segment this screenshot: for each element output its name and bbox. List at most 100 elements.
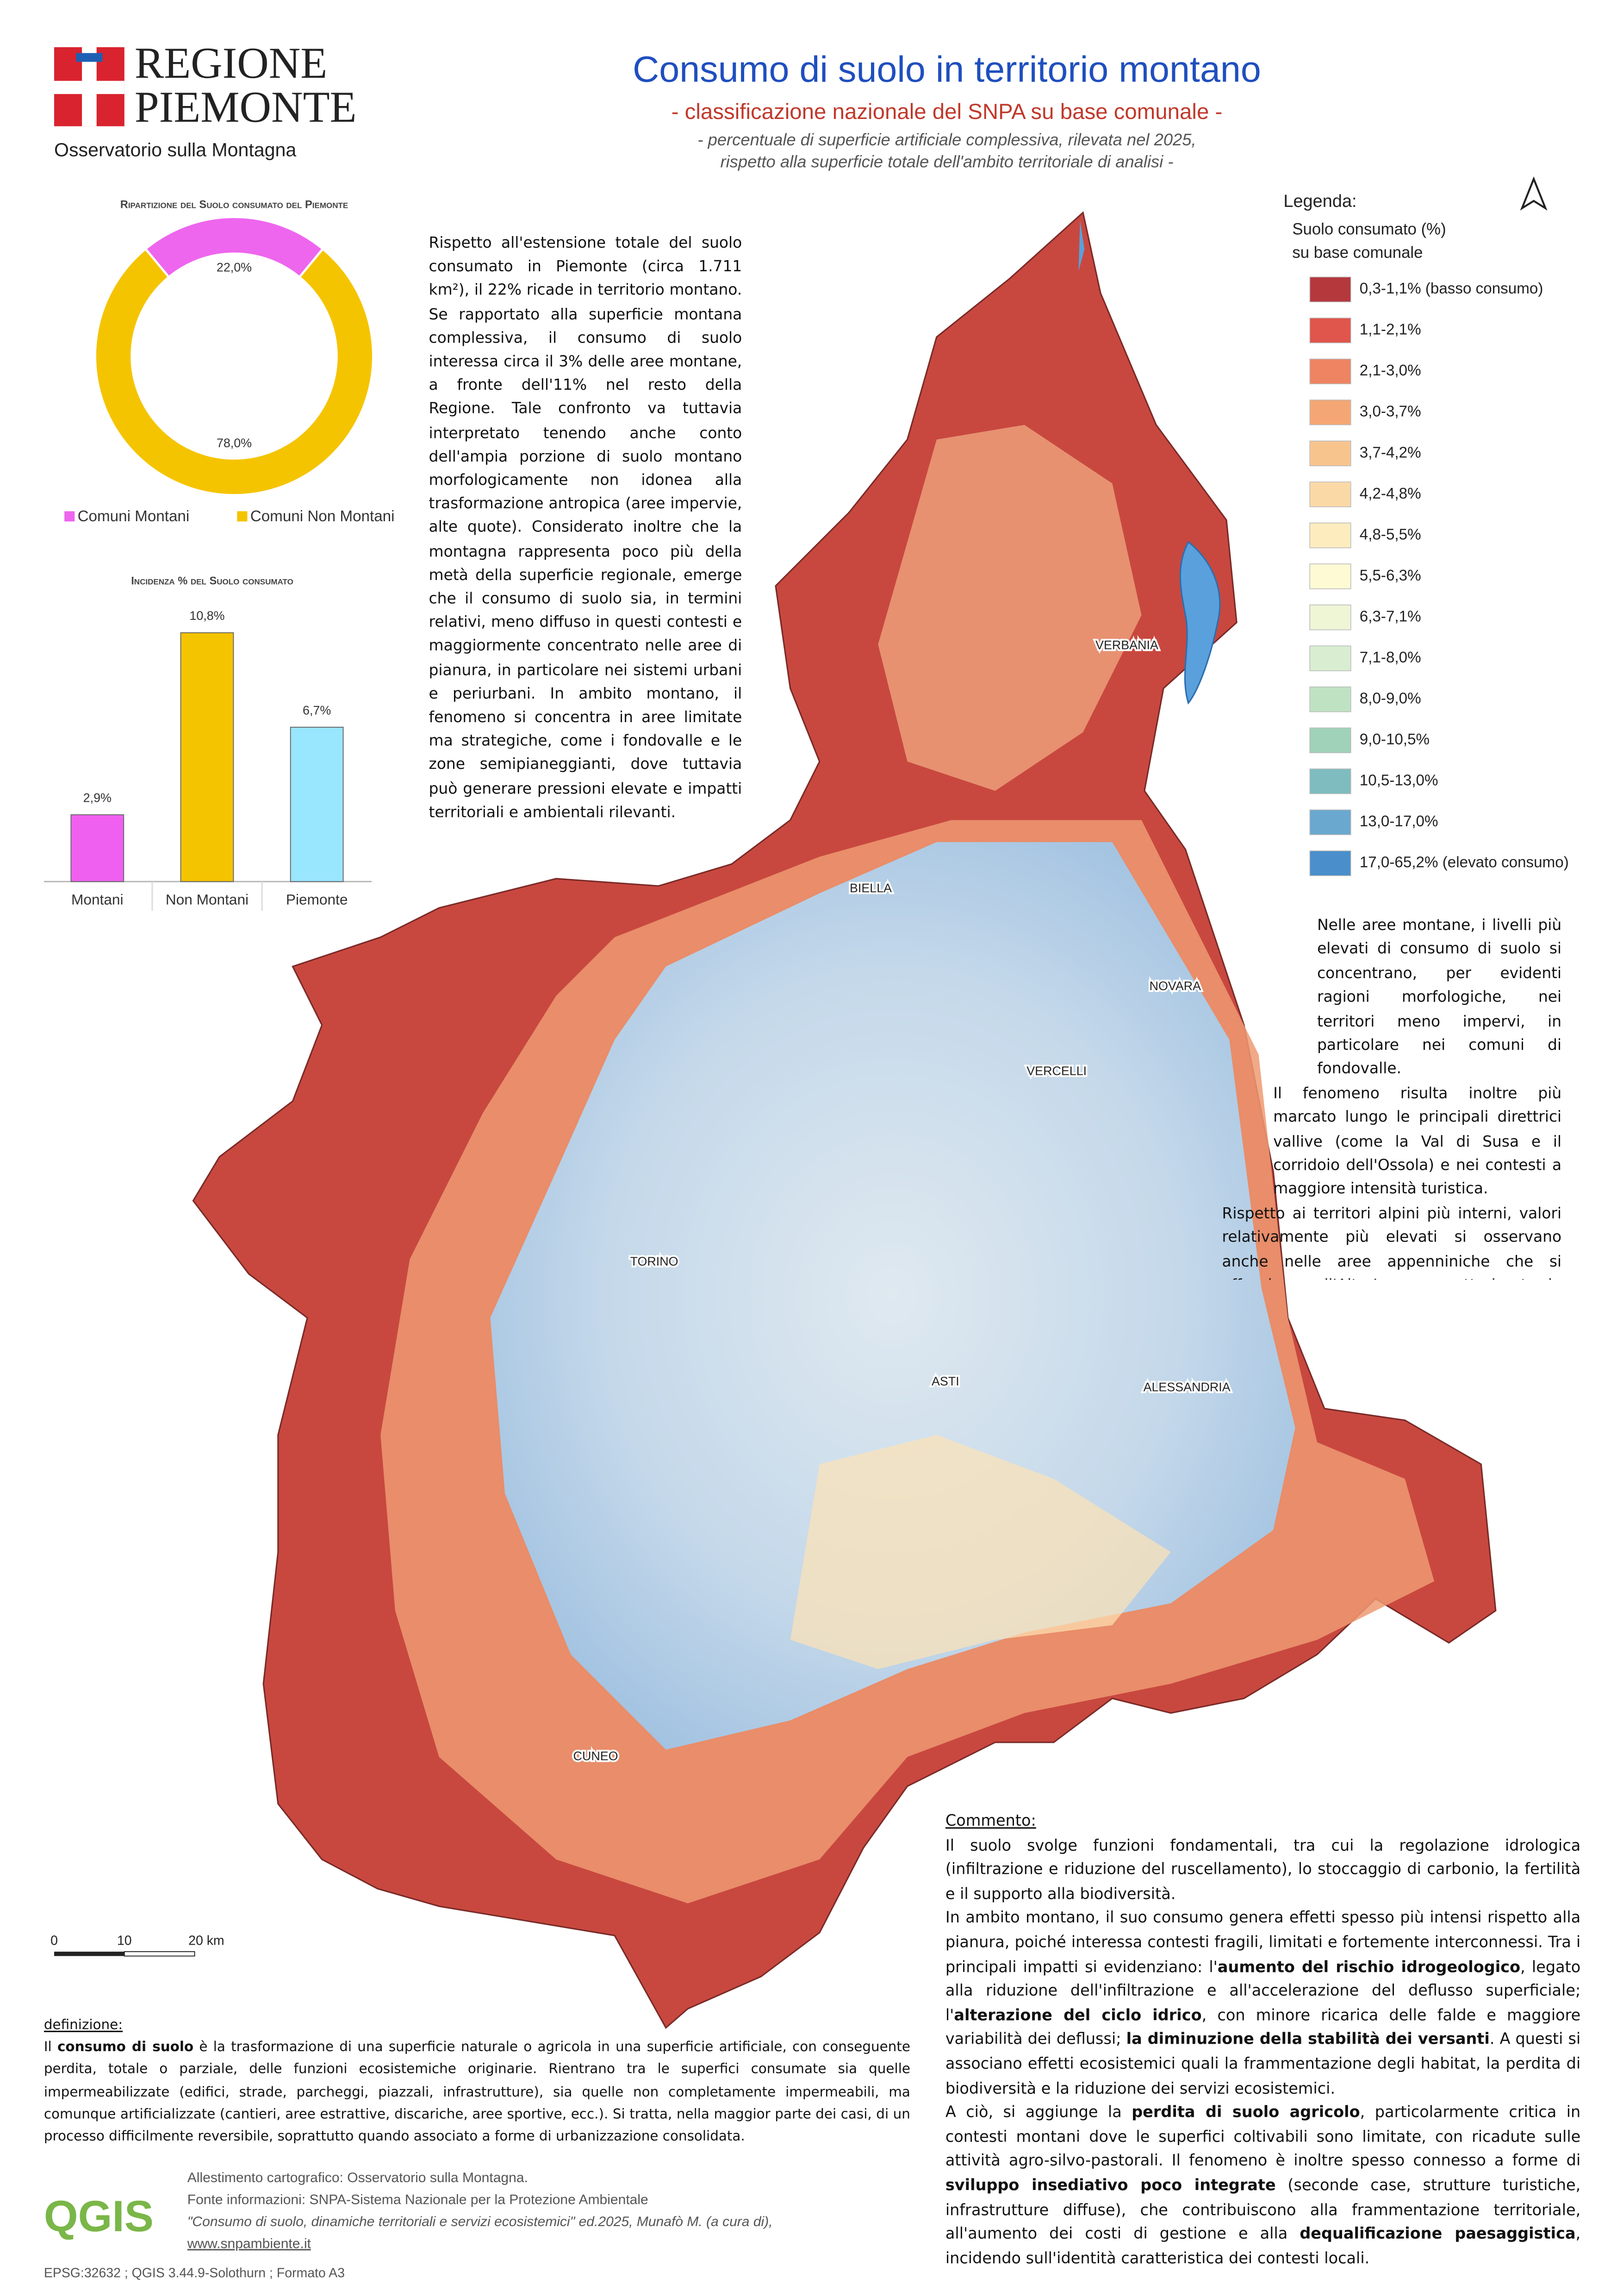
scale-label: 20 km — [188, 1933, 224, 1948]
value-label: 6,7% — [303, 703, 331, 717]
value-label: 78,0% — [217, 436, 252, 450]
city-label: NOVARA — [1150, 979, 1201, 993]
bold-text: consumo di suolo — [57, 2040, 194, 2056]
legend-swatch — [1309, 686, 1351, 712]
legend-title: Legenda: — [1283, 192, 1356, 211]
legend-label: 10,5-13,0% — [1360, 772, 1438, 789]
definition-heading: definizione: — [44, 2017, 123, 2034]
scale-label: 0 — [50, 1933, 58, 1948]
credit-line: Allestimento cartografico: Osservatorio … — [187, 2170, 528, 2185]
right-box: Nelle aree montane, i livelli più elevat… — [1222, 914, 1562, 1279]
legend-label: 4,2-4,8% — [1360, 485, 1421, 502]
legend-subtitle: su base comunale — [1292, 244, 1423, 262]
legend-label: Comuni Non Montani — [250, 508, 395, 525]
intro-text: Rispetto all'estensione totale del suolo… — [429, 234, 742, 817]
text: Il — [44, 2040, 57, 2056]
legend-swatch — [64, 511, 75, 522]
logo — [54, 47, 124, 126]
city-label: VERCELLI — [1026, 1064, 1087, 1078]
value-label: 10,8% — [189, 609, 224, 623]
bold-text: sviluppo insediativo poco integrate — [945, 2177, 1276, 2195]
legend-swatch — [1309, 850, 1351, 876]
legend-label: 6,3-7,1% — [1360, 608, 1421, 625]
lake — [1179, 541, 1221, 705]
right-text: Nelle aree montane, i livelli più elevat… — [1222, 914, 1562, 1279]
title: Consumo di suolo in territorio montano — [633, 49, 1261, 90]
x-tick-label: Non Montani — [166, 891, 249, 908]
legend-label: 7,1-8,0% — [1360, 649, 1421, 666]
footer: EPSG:32632 ; QGIS 3.44.9-Solothurn ; For… — [44, 2265, 345, 2280]
legend-label: 2,1-3,0% — [1360, 362, 1421, 379]
legend-swatch — [237, 511, 248, 522]
logo-text: PIEMONTE — [135, 82, 357, 131]
paragraph: A ciò, si aggiunge la perdita di suolo a… — [945, 2101, 1580, 2271]
legend-label: 9,0-10,5% — [1360, 731, 1430, 748]
legend-label: 3,0-3,7% — [1360, 403, 1421, 420]
scale-label: 10 — [117, 1933, 132, 1948]
bold-text: alterazione del ciclo idrico — [954, 2007, 1202, 2025]
text: , particolarmente critica in contesti mo… — [945, 2104, 1581, 2171]
city-label: VERBANIA — [1095, 638, 1158, 652]
legend-swatch — [1309, 481, 1351, 507]
legend-label: 1,1-2,1% — [1360, 321, 1421, 338]
bold-text: dequalificazione paesaggistica — [1300, 2225, 1576, 2243]
text: , con minore ricarica delle falde e magg… — [945, 2007, 1581, 2049]
logo-text: REGIONE — [135, 38, 327, 87]
value-label: 2,9% — [83, 791, 112, 805]
value-label: 22,0% — [217, 261, 252, 275]
paragraph: Nelle aree montane, i livelli più elevat… — [1317, 917, 1562, 1079]
text: (seconde case, strutture turistiche, inf… — [945, 2177, 1581, 2243]
text: A ciò, si aggiunge la — [945, 2104, 1132, 2122]
legend-label: 17,0-65,2% (elevato consumo) — [1360, 854, 1569, 871]
definition: definizione: Il consumo di suolo è la tra… — [44, 2015, 910, 2148]
legend-label: 4,8-5,5% — [1360, 526, 1421, 543]
bar — [180, 632, 234, 882]
comment-box: Commento: Il suolo svolge funzioni fondam… — [945, 1809, 1580, 2271]
comment-heading: Commento: — [945, 1812, 1036, 1830]
paragraph: Il consumo di suolo è la trasformazione … — [44, 2037, 910, 2148]
bold-text: aumento del rischio idrogeologico — [1217, 1958, 1521, 1976]
paragraph: Il fenomeno risulta inoltre più marcato … — [1273, 1085, 1562, 1199]
city-label: CUNEO — [573, 1749, 618, 1763]
legend-swatch — [1309, 522, 1351, 549]
legend-swatch — [1309, 604, 1351, 630]
intro-box: Rispetto all'estensione totale del suolo… — [429, 234, 742, 817]
x-tick-label: Piemonte — [286, 891, 348, 908]
hill-zone — [790, 1435, 1171, 1669]
subtitle: - classificazione nazionale del SNPA su … — [672, 100, 1223, 124]
bold-text: perdita di suolo agricolo — [1132, 2104, 1360, 2122]
city-label: ASTI — [932, 1374, 959, 1388]
definition-box: definizione: Il consumo di suolo è la tra… — [44, 2015, 910, 2148]
map — [192, 176, 1548, 2029]
text: Il suolo svolge funzioni fondamentali, t… — [945, 1837, 1581, 1903]
text: In ambito montano, il suo consumo genera… — [945, 1909, 1581, 1976]
city-label: ALESSANDRIA — [1144, 1380, 1231, 1394]
office: Osservatorio sulla Montagna — [54, 139, 296, 160]
note: rispetto alla superficie totale dell'amb… — [721, 152, 1174, 171]
legend-swatch — [1309, 809, 1351, 836]
bar — [70, 814, 124, 882]
qgis-logo: QGIS — [44, 2192, 154, 2241]
legend-swatch — [1309, 440, 1351, 467]
scale-bar — [54, 1952, 124, 1956]
legend-swatch — [1309, 318, 1351, 343]
text: . A questi si associano effetti ecosiste… — [945, 2031, 1581, 2097]
paragraph: Il suolo svolge funzioni fondamentali, t… — [945, 1834, 1580, 1907]
chart-title: Ripartizione del Suolo consumato del Pie… — [120, 199, 348, 211]
legend-subtitle: Suolo consumato (%) — [1292, 220, 1446, 238]
legend-swatch — [1309, 768, 1351, 794]
note: - percentuale di superficie artificiale … — [697, 130, 1196, 149]
credit-line: Fonte informazioni: SNPA-Sistema Naziona… — [187, 2192, 648, 2208]
city-label: TORINO — [630, 1254, 678, 1268]
pie-segment — [94, 247, 374, 496]
valley-zone — [878, 424, 1142, 791]
legend-swatch — [1309, 276, 1351, 302]
text: , legato alla riduzione dell'infiltrazio… — [945, 1958, 1581, 2025]
scale-bar — [124, 1951, 195, 1957]
chart-title: Incidenza % del Suolo consumato — [131, 575, 293, 587]
comment: Commento: Il suolo svolge funzioni fondam… — [945, 1809, 1580, 2271]
north-arrow — [1520, 176, 1548, 211]
text: , incidendo sull'identità caratteristica… — [945, 2225, 1581, 2268]
bold-text: la diminuzione della stabilità dei versa… — [1126, 2031, 1490, 2049]
legend-label: Comuni Montani — [78, 508, 190, 525]
